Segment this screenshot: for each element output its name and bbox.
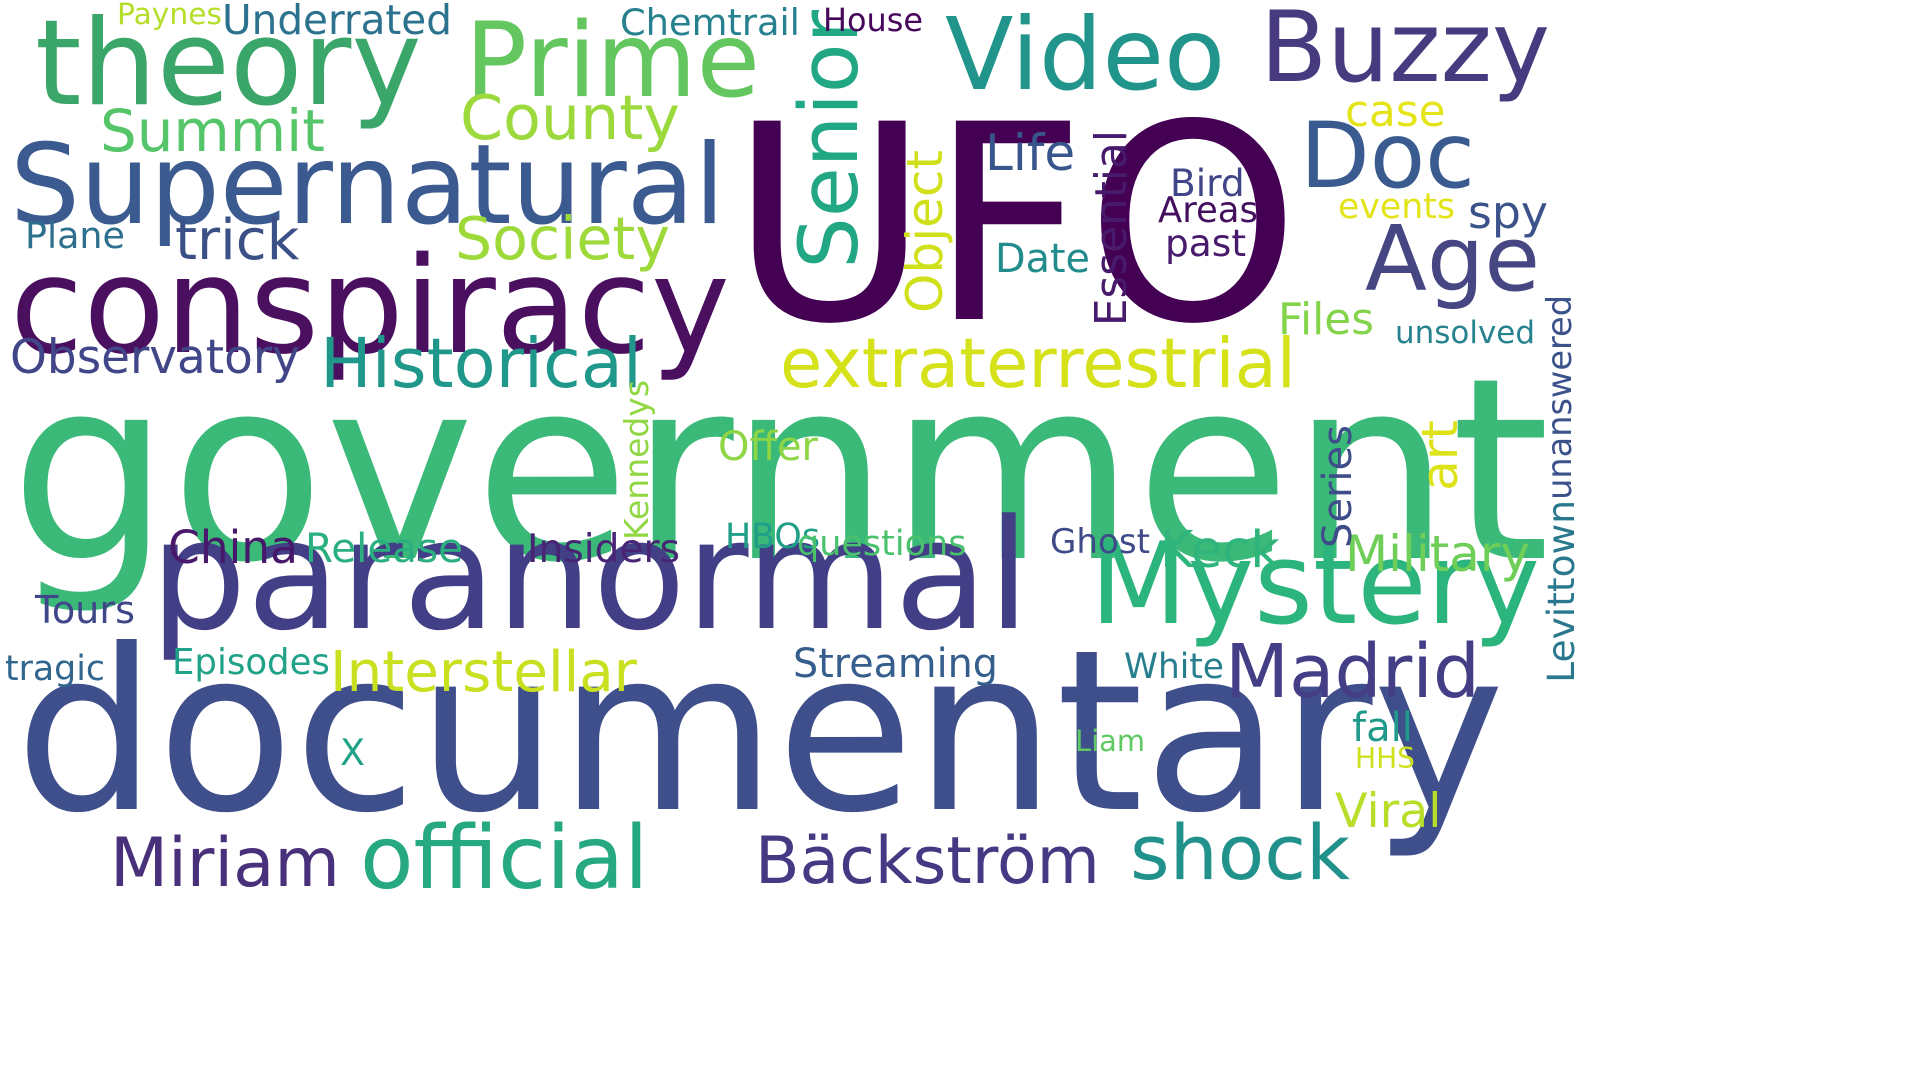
word-episodes: Episodes — [172, 642, 330, 683]
word-life: Life — [985, 124, 1076, 182]
word-kennedys: Kennedys — [617, 380, 656, 540]
word-tragic: tragic — [5, 649, 105, 689]
word-shock: shock — [1130, 808, 1350, 897]
word-backstrom: Bäckström — [755, 824, 1100, 899]
word-theory: theory — [35, 0, 422, 133]
word-miriam: Miriam — [110, 824, 340, 902]
word-doc: Doc — [1300, 104, 1475, 209]
word-keck: Keck — [1160, 521, 1280, 580]
word-liam: Liam — [1075, 724, 1145, 758]
word-release: Release — [305, 524, 463, 572]
word-art: art — [1411, 420, 1469, 491]
word-documentary: documentary — [15, 601, 1505, 862]
word-unsolved: unsolved — [1395, 315, 1535, 351]
word-paynes: Paynes — [117, 0, 222, 32]
word-senior: Senior — [783, 10, 877, 269]
word-underrated: Underrated — [222, 0, 452, 44]
word-questions: questions — [797, 524, 967, 564]
word-military: Military — [1345, 525, 1530, 583]
word-tours: Tours — [35, 589, 135, 633]
word-extraterrestrial: extraterrestrial — [780, 324, 1296, 404]
word-events: events — [1338, 187, 1455, 227]
word-chemtrail: Chemtrail — [620, 1, 800, 44]
word-unanswered: unanswered — [1540, 295, 1579, 500]
word-buzzy: Buzzy — [1260, 0, 1550, 105]
word-supernatural: Supernatural — [10, 121, 725, 249]
word-date: Date — [995, 236, 1090, 282]
word-fall: fall — [1352, 705, 1413, 751]
word-summit: Summit — [100, 97, 325, 165]
word-streaming: Streaming — [793, 641, 998, 687]
word-spy: spy — [1468, 186, 1548, 239]
word-hhs: HHS — [1355, 742, 1415, 775]
word-case: case — [1345, 86, 1446, 137]
word-areas: Areas — [1158, 190, 1258, 231]
word-government: government — [10, 324, 1550, 618]
word-age: Age — [1365, 207, 1540, 312]
word-series: Series — [1315, 425, 1361, 549]
word-essential: Essential — [1086, 130, 1137, 327]
word-society: Society — [455, 205, 670, 273]
word-levittown: Levittown — [1539, 500, 1583, 683]
word-official: official — [360, 807, 649, 909]
word-viral: Viral — [1335, 784, 1442, 839]
word-ghost: Ghost — [1050, 522, 1150, 562]
word-hbos: HBOs — [725, 517, 820, 557]
word-house: House — [823, 1, 923, 39]
word-observatory: Observatory — [10, 330, 300, 385]
word-china: China — [168, 521, 298, 574]
word-madrid: Madrid — [1225, 628, 1480, 715]
word-files: Files — [1278, 294, 1375, 345]
word-offer: Offer — [718, 424, 818, 470]
word-bird: Bird — [1170, 161, 1245, 205]
word-mystery: Mystery — [1090, 518, 1540, 650]
word-object: Object — [896, 150, 954, 313]
word-ufo: UFO — [730, 67, 1300, 384]
word-interstellar: Interstellar — [330, 640, 637, 705]
word-insiders: Insiders — [527, 527, 680, 572]
word-past: past — [1165, 221, 1247, 265]
word-paranormal: paranormal — [150, 487, 1030, 664]
word-video: Video — [945, 0, 1226, 113]
word-historical: Historical — [320, 324, 643, 404]
word-plane: Plane — [25, 214, 125, 257]
word-x: X — [340, 731, 365, 774]
word-white: White — [1124, 647, 1224, 687]
word-county: County — [460, 82, 680, 154]
word-trick: trick — [175, 208, 300, 273]
word-prime: Prime — [465, 1, 760, 121]
word-conspiracy: conspiracy — [10, 229, 730, 384]
